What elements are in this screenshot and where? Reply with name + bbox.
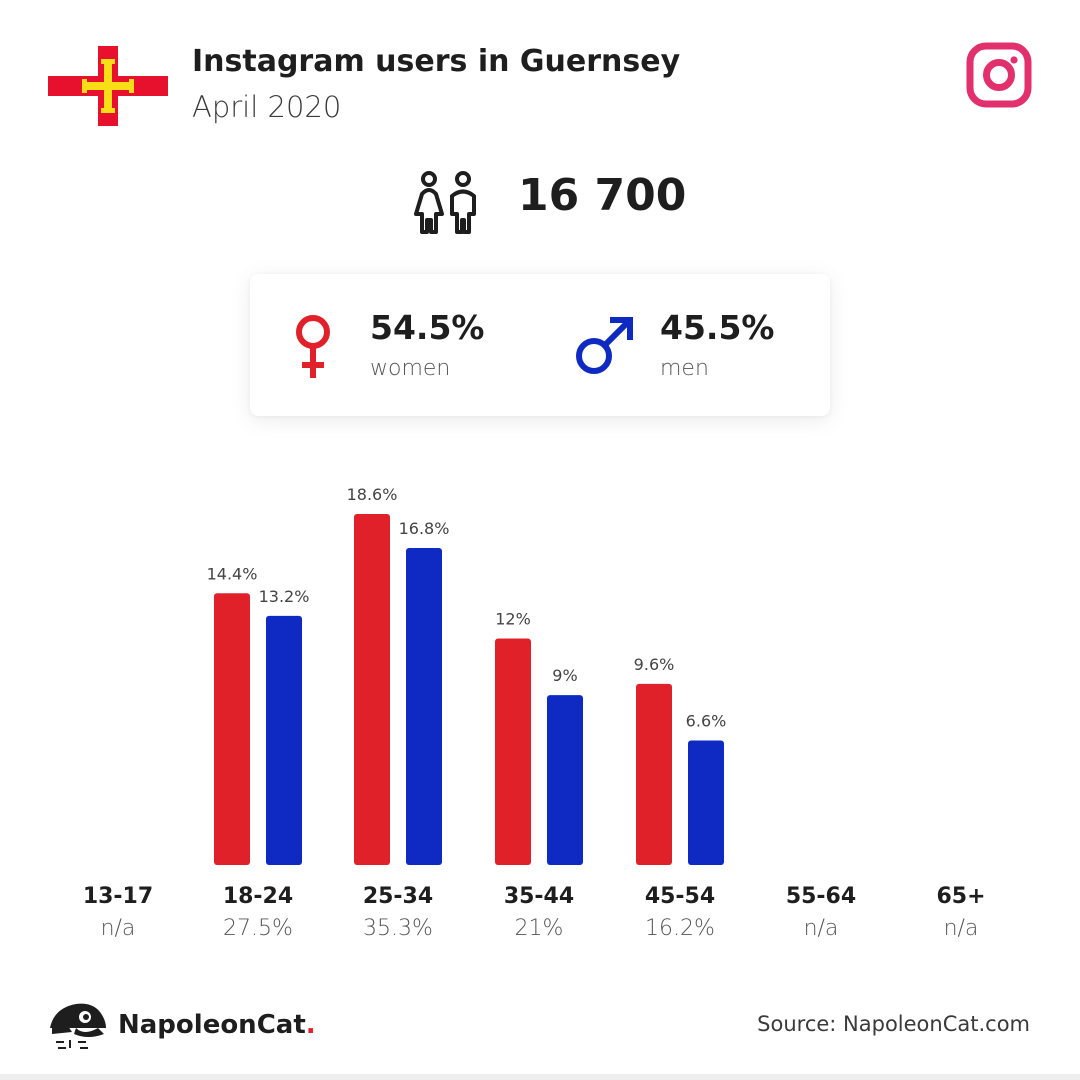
bar-women-18-24	[214, 593, 250, 865]
bar-men-25-34	[406, 547, 442, 865]
bar-value-label: 6.6%	[686, 711, 727, 730]
bar-value-label: 12%	[495, 610, 531, 629]
bar-value-label: 9%	[552, 666, 577, 685]
age-group-share: 35.3%	[363, 916, 433, 941]
women-percentage: 54.5%	[370, 308, 485, 347]
age-group-label: 35-44	[503, 884, 575, 909]
bar-women-45-54	[636, 683, 672, 865]
bar-women-25-34	[354, 514, 390, 865]
total-users-value: 16 700	[518, 170, 687, 221]
source-text: Source: NapoleonCat.com	[757, 1012, 1030, 1036]
age-group-share: n/a	[943, 916, 979, 941]
bar-value-label: 16.8%	[399, 519, 450, 538]
bar-value-label: 14.4%	[207, 564, 258, 583]
age-group-share: 27.5%	[223, 916, 293, 941]
bar-value-label: 9.6%	[634, 655, 675, 674]
men-percentage: 45.5%	[660, 308, 775, 347]
age-group-label: 55-64	[785, 884, 857, 909]
bar-men-35-44	[547, 695, 583, 865]
women-label: women	[370, 356, 451, 381]
age-group-share: 21%	[514, 916, 564, 941]
brand-name: NapoleonCat.	[118, 1010, 316, 1040]
brand-dot: .	[305, 1010, 316, 1040]
bar-value-label: 13.2%	[259, 587, 310, 606]
men-label: men	[660, 356, 709, 381]
age-group-label: 25-34	[362, 884, 434, 909]
male-icon	[576, 317, 633, 374]
bottom-strip	[0, 1074, 1080, 1080]
guernsey-flag-icon	[48, 46, 168, 126]
age-group-label: 13-17	[82, 884, 154, 909]
bar-women-35-44	[495, 638, 531, 865]
gender-card: 54.5% women 45.5% men	[250, 274, 830, 416]
age-group-label: 45-54	[644, 884, 716, 909]
page-title: Instagram users in Guernsey	[192, 44, 681, 79]
female-icon	[296, 315, 330, 378]
age-group-share: 16.2%	[645, 916, 715, 941]
age-group-label: 65+	[936, 884, 986, 909]
age-group-share: n/a	[803, 916, 839, 941]
users-icon	[414, 171, 476, 234]
bar-men-18-24	[266, 615, 302, 865]
page-subtitle: April 2020	[192, 90, 342, 124]
age-group-label: 18-24	[222, 884, 294, 909]
age-gender-bar-chart: 14.4%13.2% 18.6%16.8% 12% 9% 9.6% 6.6%	[207, 485, 727, 865]
age-group-share: n/a	[100, 916, 136, 941]
napoleoncat-logo-icon	[50, 1003, 106, 1049]
brand-name-text: NapoleonCat	[118, 1010, 306, 1040]
bar-value-label: 18.6%	[347, 485, 398, 504]
bar-men-45-54	[688, 740, 724, 865]
instagram-icon	[966, 42, 1032, 108]
